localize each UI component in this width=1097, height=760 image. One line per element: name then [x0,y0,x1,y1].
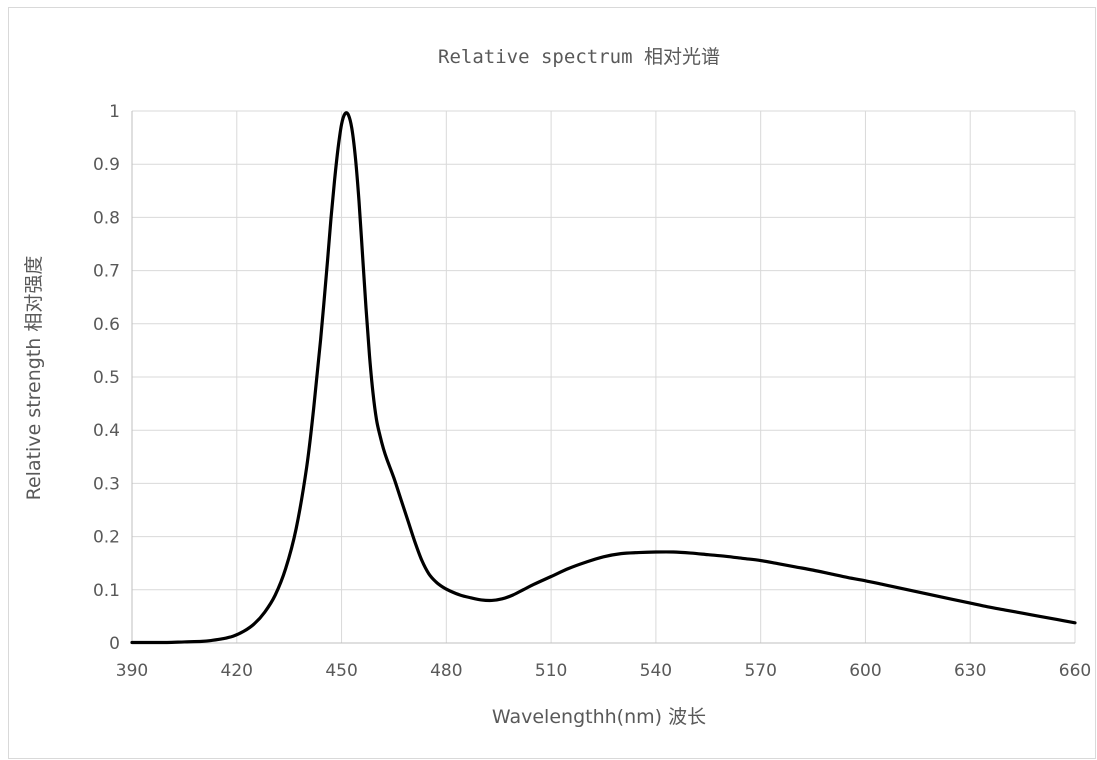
x-tick-label: 420 [221,661,253,681]
y-tick-label: 0.2 [93,528,120,548]
gridlines [132,110,1076,643]
x-tick-label: 390 [116,661,148,681]
axes [131,111,1075,644]
y-axis-label: Relative strength 相对强度 [23,256,45,501]
x-tick-label: 510 [535,661,567,681]
x-tick-label: 660 [1059,661,1091,681]
y-tick-label: 0.9 [93,155,120,175]
x-axis-label: Wavelengthh(nm) 波长 [492,706,706,728]
chart-title: Relative spectrum 相对光谱 [438,46,720,68]
x-tick-label: 600 [849,661,881,681]
y-tick-label: 0.6 [93,315,120,335]
x-tick-label: 450 [325,661,357,681]
y-tick-label: 0 [109,634,120,654]
y-tick-label: 0.3 [93,474,120,494]
y-tick-label: 1 [109,102,120,122]
series-layer [130,111,1077,645]
x-tick-label: 540 [640,661,672,681]
tick-labels: 0 0.1 0.2 0.3 0.4 0.5 0.6 0.7 0.8 0.9 1 390 420 450 48… [93,102,1091,681]
spectrum-chart: 0 0.1 0.2 0.3 0.4 0.5 0.6 0.7 0.8 0.9 1 390 420 450 48… [23,46,1091,728]
spectrum-series-line [130,111,1077,645]
x-tick-label: 630 [954,661,986,681]
y-tick-label: 0.5 [93,368,120,388]
y-tick-label: 0.8 [93,208,120,228]
y-tick-label: 0.4 [93,421,120,441]
x-tick-label: 480 [430,661,462,681]
x-tick-label: 570 [744,661,776,681]
chart-frame: 0 0.1 0.2 0.3 0.4 0.5 0.6 0.7 0.8 0.9 1 390 420 450 48… [8,7,1096,759]
y-tick-label: 0.1 [93,581,120,601]
y-tick-label: 0.7 [93,262,120,282]
